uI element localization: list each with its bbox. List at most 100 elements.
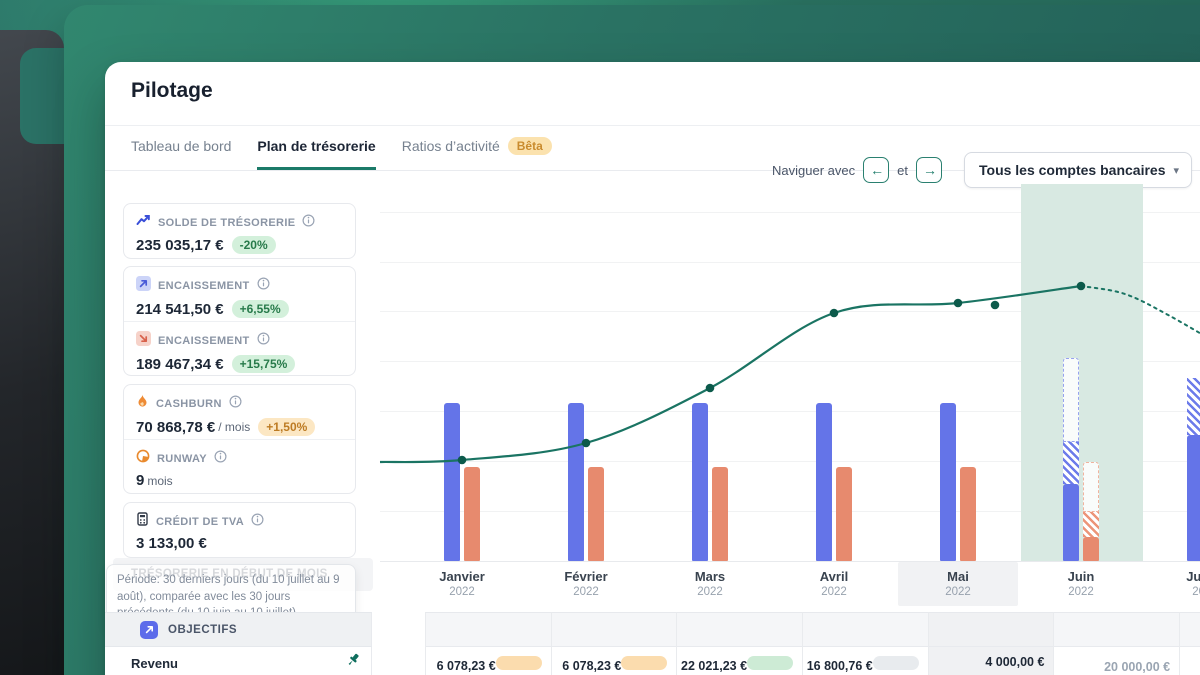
month-year: 2022	[1192, 586, 1200, 598]
chart-bar-segment[interactable]	[1063, 358, 1079, 442]
info-icon[interactable]	[257, 332, 270, 350]
table-value-row: 6 078,23 € 6 078,23 € 22 021,23 € 16 800,76…	[425, 647, 1200, 675]
chart-bar-segment[interactable]	[836, 467, 852, 561]
table-value-cell[interactable]: 6 078,23 €	[550, 647, 677, 675]
month-name: Juillet	[1186, 569, 1200, 584]
chart-bar-segment[interactable]	[1083, 537, 1099, 561]
kpi-value: 3 133,00 €	[136, 535, 207, 552]
trend-badge: -20%	[231, 236, 276, 254]
month-label[interactable]: Février 2022	[526, 562, 646, 606]
info-icon[interactable]	[251, 512, 264, 531]
navigator-label: Naviguer avec	[772, 162, 856, 178]
line-dot[interactable]	[990, 300, 1000, 310]
chart-bar-segment[interactable]	[1083, 462, 1099, 512]
objective-row-revenu[interactable]: Revenu	[105, 647, 372, 675]
month-name: Juin	[1067, 569, 1095, 584]
table-value-cell[interactable]: 22 021,23 €	[676, 647, 803, 675]
kpi-card-cashburn-runway[interactable]: CASHBURN 70 868,78 € / mois +1,50% RUNWA	[123, 384, 356, 494]
chart-gridline	[380, 411, 1200, 412]
chart-bar-segment[interactable]	[1063, 484, 1079, 561]
tab-ratios-activite[interactable]: Ratios d’activité Bêta	[402, 126, 552, 170]
chart-gridline	[380, 461, 1200, 462]
month-label[interactable]: Avril 2022	[774, 562, 894, 606]
bank-accounts-select[interactable]: Tous les comptes bancaires ▾	[964, 152, 1192, 188]
table-header-cell[interactable]	[550, 612, 677, 647]
next-month-button[interactable]: →	[916, 157, 942, 183]
info-icon[interactable]	[214, 449, 227, 468]
table-header-cell[interactable]	[1179, 612, 1200, 647]
kpi-label: ENCAISSEMENT	[158, 280, 250, 292]
month-name: Février	[564, 569, 608, 584]
objectives-section-header[interactable]: OBJECTIFS	[105, 612, 372, 647]
bank-accounts-select-value: Tous les comptes bancaires	[979, 162, 1166, 178]
chart-bar-segment[interactable]	[444, 403, 460, 561]
table-value-cell[interactable]	[1179, 647, 1200, 675]
header-divider	[105, 125, 1200, 126]
line-dot[interactable]	[829, 308, 839, 318]
value-trend-pill	[747, 656, 794, 670]
value-trend-pill	[495, 656, 542, 670]
table-value-cell[interactable]: 20 000,00 €	[1053, 647, 1180, 675]
info-icon[interactable]	[302, 213, 315, 232]
chart-bar-segment[interactable]	[1187, 378, 1200, 435]
table-header-cell[interactable]	[927, 612, 1054, 647]
tab-label: Plan de trésorerie	[257, 138, 376, 154]
kpi-value-suffix: / mois	[218, 420, 251, 434]
chart-bar-segment[interactable]	[588, 467, 604, 561]
treasury-line-chart	[379, 281, 1200, 465]
value-trend-pill	[621, 656, 668, 670]
table-value-cell[interactable]: 6 078,23 €	[425, 647, 551, 675]
chart-forecast-band	[1021, 184, 1143, 561]
table-header-cell[interactable]	[1053, 612, 1180, 647]
calculator-icon	[136, 512, 149, 531]
chart-bar-segment[interactable]	[692, 403, 708, 561]
objective-row-label: Revenu	[131, 656, 178, 671]
month-year: 2022	[573, 586, 599, 598]
table-cell-value: 16 800,76 €	[806, 659, 873, 673]
month-label[interactable]: Mars 2022	[650, 562, 770, 606]
chart-bar-segment[interactable]	[712, 467, 728, 561]
month-year: 2022	[1068, 586, 1094, 598]
table-header-cell[interactable]	[802, 612, 928, 647]
info-icon[interactable]	[229, 395, 242, 413]
table-header-cell[interactable]	[425, 612, 551, 647]
page-title: Pilotage	[131, 79, 213, 102]
tab-label: Ratios d’activité	[401, 138, 500, 154]
kpi-label: SOLDE DE TRÉSORERIE	[158, 216, 296, 229]
table-value-cell[interactable]: 16 800,76 €	[802, 647, 928, 675]
info-icon[interactable]	[257, 277, 270, 295]
line-dot[interactable]	[705, 383, 715, 393]
chart-bar-segment[interactable]	[816, 403, 832, 561]
line-dot[interactable]	[1076, 281, 1086, 291]
line-dot[interactable]	[457, 455, 467, 465]
month-label[interactable]: Mai 2022	[898, 562, 1018, 606]
pin-icon[interactable]	[345, 652, 361, 674]
objectives-table: 6 078,23 € 6 078,23 € 22 021,23 € 16 800,76…	[425, 612, 1200, 675]
line-dot[interactable]	[953, 298, 963, 308]
month-label[interactable]: Juillet 2022	[1145, 562, 1200, 606]
chart-bar-segment[interactable]	[1063, 442, 1079, 484]
chart-bar-segment[interactable]	[464, 467, 480, 561]
kpi-card-encaissements[interactable]: ENCAISSEMENT 214 541,50 € +6,55% ENCAISS…	[123, 266, 356, 376]
tab-plan-de-tresorerie[interactable]: Plan de trésorerie	[257, 126, 376, 170]
month-label[interactable]: Juin 2022	[1021, 562, 1141, 606]
previous-month-button[interactable]: ←	[863, 157, 890, 183]
table-value-cell[interactable]: 4 000,00 €20 000,00 €	[927, 647, 1054, 675]
kpi-label: CASHBURN	[156, 398, 222, 410]
chart-plot	[379, 180, 1200, 562]
chart-bar-segment[interactable]	[568, 403, 584, 561]
trend-badge: +1,50%	[258, 418, 316, 436]
chart-bar-segment[interactable]	[1083, 512, 1099, 537]
chart-gridline	[380, 311, 1200, 312]
kpi-card-credit-tva[interactable]: CRÉDIT DE TVA 3 133,00 €	[123, 502, 356, 558]
chart-bar-segment[interactable]	[960, 467, 976, 561]
chart-bar-segment[interactable]	[1187, 435, 1200, 561]
chart-bar-segment[interactable]	[940, 403, 956, 561]
kpi-card-solde[interactable]: SOLDE DE TRÉSORERIE 235 035,17 € -20%	[123, 203, 356, 259]
chart-gridline	[380, 212, 1200, 213]
line-dot[interactable]	[581, 438, 591, 448]
month-label[interactable]: Janvier 2022	[402, 562, 522, 606]
table-header-cell[interactable]	[676, 612, 803, 647]
tab-tableau-de-bord[interactable]: Tableau de bord	[131, 126, 231, 170]
